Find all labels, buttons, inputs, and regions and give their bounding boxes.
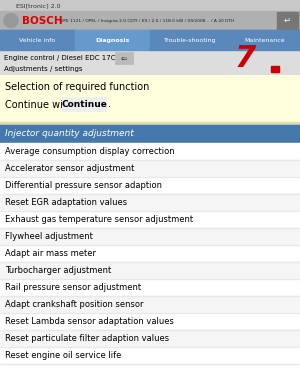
Bar xyxy=(0,123,300,125)
Bar xyxy=(0,143,300,160)
Bar xyxy=(0,279,300,296)
Bar xyxy=(0,262,300,279)
Text: BOSCH: BOSCH xyxy=(22,16,63,25)
Bar xyxy=(277,12,298,29)
Bar xyxy=(0,261,300,262)
Text: Diagnosis: Diagnosis xyxy=(95,38,130,42)
Text: Accelerator sensor adjustment: Accelerator sensor adjustment xyxy=(5,164,134,173)
Bar xyxy=(0,347,300,364)
Bar xyxy=(0,0,300,11)
Text: Adapt air mass meter: Adapt air mass meter xyxy=(5,249,96,258)
Text: OPE 1121 / OPEL / Insignia 2.0 CDTI / 69 / 2.0 / 118.0 kW / 09/2008 .. / A 20 DT: OPE 1121 / OPEL / Insignia 2.0 CDTI / 69… xyxy=(60,18,234,22)
Text: ESI[tronic] 2.0: ESI[tronic] 2.0 xyxy=(16,3,61,8)
Bar xyxy=(0,228,300,245)
Bar xyxy=(0,227,300,228)
Bar xyxy=(115,52,133,64)
Text: Flywheel adjustment: Flywheel adjustment xyxy=(5,232,93,241)
Text: Rail pressure sensor adjustment: Rail pressure sensor adjustment xyxy=(5,283,141,292)
Bar xyxy=(150,30,230,50)
Bar xyxy=(0,245,300,262)
Text: Adjustments / settings: Adjustments / settings xyxy=(4,66,83,72)
Bar xyxy=(0,278,300,279)
Bar xyxy=(75,30,150,50)
Circle shape xyxy=(4,13,18,27)
Bar xyxy=(0,125,300,143)
Text: Exhaust gas temperature sensor adjustment: Exhaust gas temperature sensor adjustmen… xyxy=(5,215,193,224)
Text: Reset EGR adaptation values: Reset EGR adaptation values xyxy=(5,198,127,207)
Text: 7: 7 xyxy=(234,44,256,73)
Bar xyxy=(0,194,300,211)
Text: Trouble-shooting: Trouble-shooting xyxy=(164,38,216,42)
Text: Reset particulate filter adaption values: Reset particulate filter adaption values xyxy=(5,334,169,343)
Text: Injector quantity adjustment: Injector quantity adjustment xyxy=(5,129,134,138)
Bar xyxy=(0,75,300,123)
Bar xyxy=(0,160,300,177)
Bar xyxy=(0,312,300,313)
Text: Turbocharger adjustment: Turbocharger adjustment xyxy=(5,266,111,275)
Bar xyxy=(0,176,300,177)
Text: Continue with: Continue with xyxy=(5,100,76,110)
Bar xyxy=(271,66,279,72)
Bar xyxy=(0,177,300,194)
Text: Reset engine oil service life: Reset engine oil service life xyxy=(5,351,122,360)
Text: Average consumption display correction: Average consumption display correction xyxy=(5,147,175,156)
Text: Vehicle info: Vehicle info xyxy=(20,38,56,42)
Text: ⇐: ⇐ xyxy=(121,53,127,62)
Text: Maintenance: Maintenance xyxy=(245,38,285,42)
Text: .: . xyxy=(108,99,111,109)
Bar xyxy=(62,97,106,111)
Text: ↵: ↵ xyxy=(284,16,290,25)
Bar xyxy=(0,211,300,228)
Bar xyxy=(0,330,300,347)
Text: Differential pressure sensor adaption: Differential pressure sensor adaption xyxy=(5,181,162,190)
Text: Continue: Continue xyxy=(61,100,107,109)
Bar xyxy=(230,30,300,50)
Bar xyxy=(0,11,300,30)
Bar xyxy=(0,50,300,75)
Bar xyxy=(0,30,75,50)
Bar xyxy=(0,122,300,123)
Bar xyxy=(0,363,300,364)
Text: Engine control / Diesel EDC 17C59: Engine control / Diesel EDC 17C59 xyxy=(4,55,124,61)
Bar xyxy=(0,313,300,330)
Text: Adapt crankshaft position sensor: Adapt crankshaft position sensor xyxy=(5,300,143,309)
Bar xyxy=(0,296,300,313)
Text: Selection of required function: Selection of required function xyxy=(5,82,149,92)
Text: Reset Lambda sensor adaptation values: Reset Lambda sensor adaptation values xyxy=(5,317,174,326)
Bar xyxy=(0,30,300,50)
